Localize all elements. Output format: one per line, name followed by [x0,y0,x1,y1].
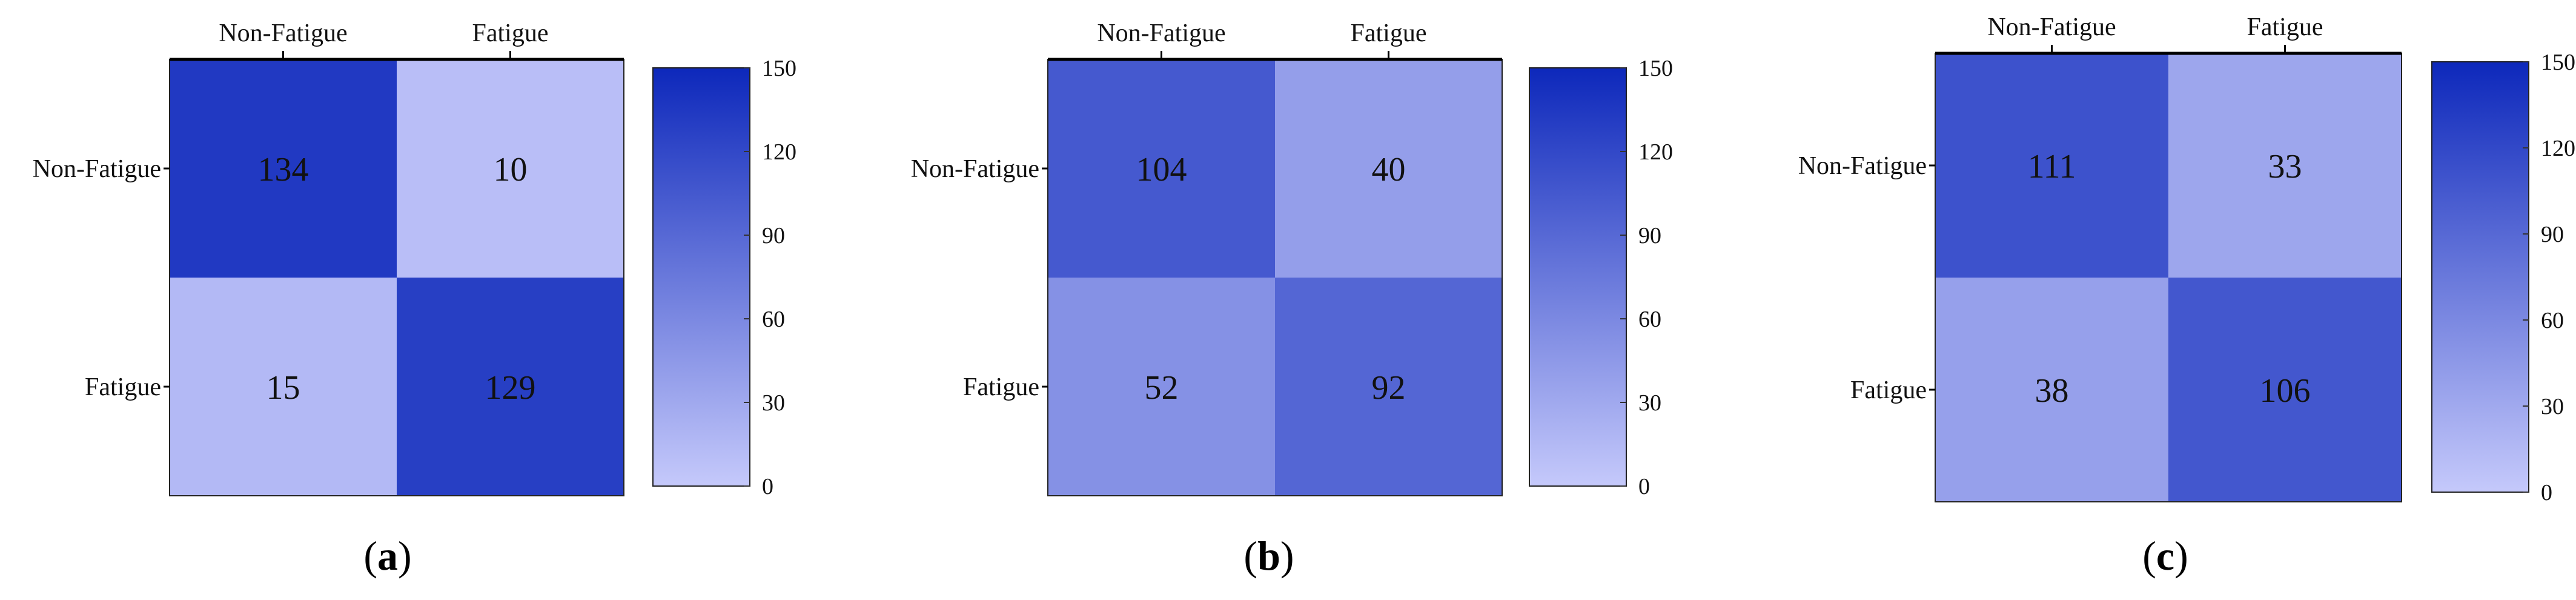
y-tick-label: Fatigue [1850,376,1927,404]
cell-value-label: 40 [1372,151,1406,188]
y-tick-label: Fatigue [963,373,1039,401]
y-tick-label: Fatigue [85,373,161,401]
x-tick-label: Fatigue [472,19,549,47]
colorbar [2431,61,2529,493]
panel-label: (c) [2142,533,2188,579]
y-tick-label: Non-Fatigue [1798,152,1927,180]
colorbar-tick-label: 0 [762,474,773,499]
colorbar-tick-label: 30 [762,390,785,416]
panel-label: (a) [363,533,411,579]
heatmap-cell [2168,53,2402,278]
colorbar-tick-label: 120 [1638,139,1673,165]
cell-value-label: 33 [2268,148,2302,185]
heatmap-cell [170,278,397,496]
colorbar-tick-label: 30 [1638,390,1661,416]
cell-value-label: 106 [2260,372,2311,410]
x-tick-label: Non-Fatigue [219,19,347,47]
heatmap-cell [397,59,624,278]
x-tick-label: Fatigue [2247,13,2323,41]
heatmap-cell [2168,278,2402,502]
heatmap-cell [1275,278,1502,496]
colorbar-tick-label: 90 [1638,223,1661,248]
x-tick-label: Fatigue [1351,19,1427,47]
colorbar-tick-label: 150 [762,56,796,81]
colorbar [652,67,750,487]
heatmap-cell [1048,59,1275,278]
x-tick-label: Non-Fatigue [1987,13,2116,41]
cell-value-label: 92 [1372,369,1406,407]
colorbar-tick-label: 90 [2541,222,2564,247]
cell-value-label: 129 [485,369,536,407]
colorbar-tick-label: 60 [762,307,785,332]
panel-label: (b) [1243,533,1294,579]
colorbar-tick-label: 60 [2541,308,2564,333]
x-tick-label: Non-Fatigue [1097,19,1225,47]
colorbar-tick-label: 120 [762,139,796,165]
heatmap-cell [1935,278,2168,502]
cell-value-label: 52 [1145,369,1179,407]
colorbar-tick-label: 60 [1638,307,1661,332]
colorbar [1529,67,1627,487]
colorbar-tick-label: 30 [2541,394,2564,419]
colorbar-tick-label: 90 [762,223,785,248]
colorbar-tick-label: 120 [2541,136,2575,161]
cell-value-label: 38 [2035,372,2069,410]
panel-b: 104 40 52 92 Non-Fatigue Fatigue Non-Fatigue Fa… [911,19,1673,579]
heatmap-cell [1275,59,1502,278]
colorbar-tick-label: 0 [1638,474,1650,499]
y-tick-label: Non-Fatigue [33,155,161,183]
colorbar-tick-label: 150 [1638,56,1673,81]
heatmap-cell [170,59,397,278]
panel-c: 111 33 38 106 Non-Fatigue Fatigue Non-Fatigue F… [1798,13,2575,579]
colorbar-tick-label: 150 [2541,50,2575,75]
cell-value-label: 10 [494,151,528,188]
cell-value-label: 134 [258,151,309,188]
heatmap-cell [1935,53,2168,278]
heatmap-cell [1048,278,1275,496]
cell-value-label: 111 [2028,148,2076,185]
heatmap-cell [397,278,624,496]
y-tick-label: Non-Fatigue [911,155,1039,183]
panel-a: 134 10 15 129 Non-Fatigue Fatigue Non-Fatigue F… [33,19,796,579]
colorbar-tick-label: 0 [2541,480,2552,505]
cell-value-label: 104 [1136,151,1187,188]
cell-value-label: 15 [267,369,300,407]
